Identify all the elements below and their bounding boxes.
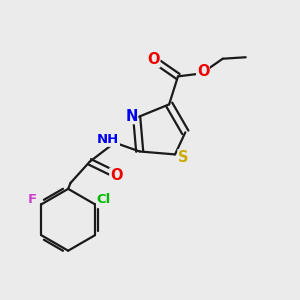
Text: F: F [28,194,37,206]
Text: Cl: Cl [97,194,111,206]
Text: O: O [110,168,122,183]
Text: N: N [125,109,138,124]
Text: O: O [197,64,209,79]
Text: O: O [147,52,160,67]
Text: S: S [178,150,188,165]
Text: NH: NH [97,133,119,146]
